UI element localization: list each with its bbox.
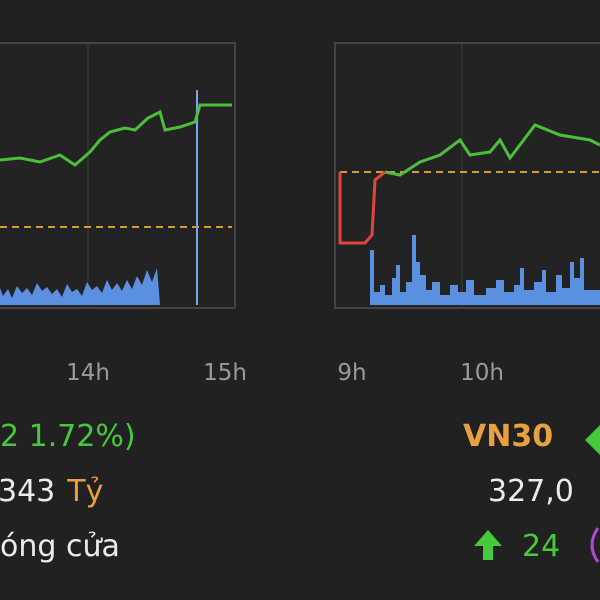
frame <box>334 42 600 309</box>
price-line-down <box>338 170 386 245</box>
price-line <box>0 103 232 167</box>
advances: 24 <box>522 529 560 564</box>
volume-bars <box>0 268 160 305</box>
x-label: 14h <box>66 360 110 386</box>
value: 343 <box>0 474 55 509</box>
value-row: 343 Tỷ <box>0 474 103 509</box>
x-label: 15h <box>203 360 247 386</box>
x-label: 10h <box>460 360 504 386</box>
unit: Tỷ <box>66 474 103 509</box>
volume-bars <box>370 235 600 305</box>
x-label: 9h <box>337 360 366 386</box>
paren-glyph <box>590 527 600 563</box>
status: óng cửa <box>0 529 120 564</box>
up-arrow <box>585 425 600 455</box>
left-chart <box>0 42 236 309</box>
right-chart <box>334 42 600 309</box>
change: 2 1.72%) <box>0 419 136 454</box>
price-line-up <box>384 123 600 177</box>
up-arrow <box>474 530 502 560</box>
index-value: 327,0 <box>488 474 574 509</box>
frame <box>0 42 236 309</box>
index-name: VN30 <box>463 419 553 454</box>
